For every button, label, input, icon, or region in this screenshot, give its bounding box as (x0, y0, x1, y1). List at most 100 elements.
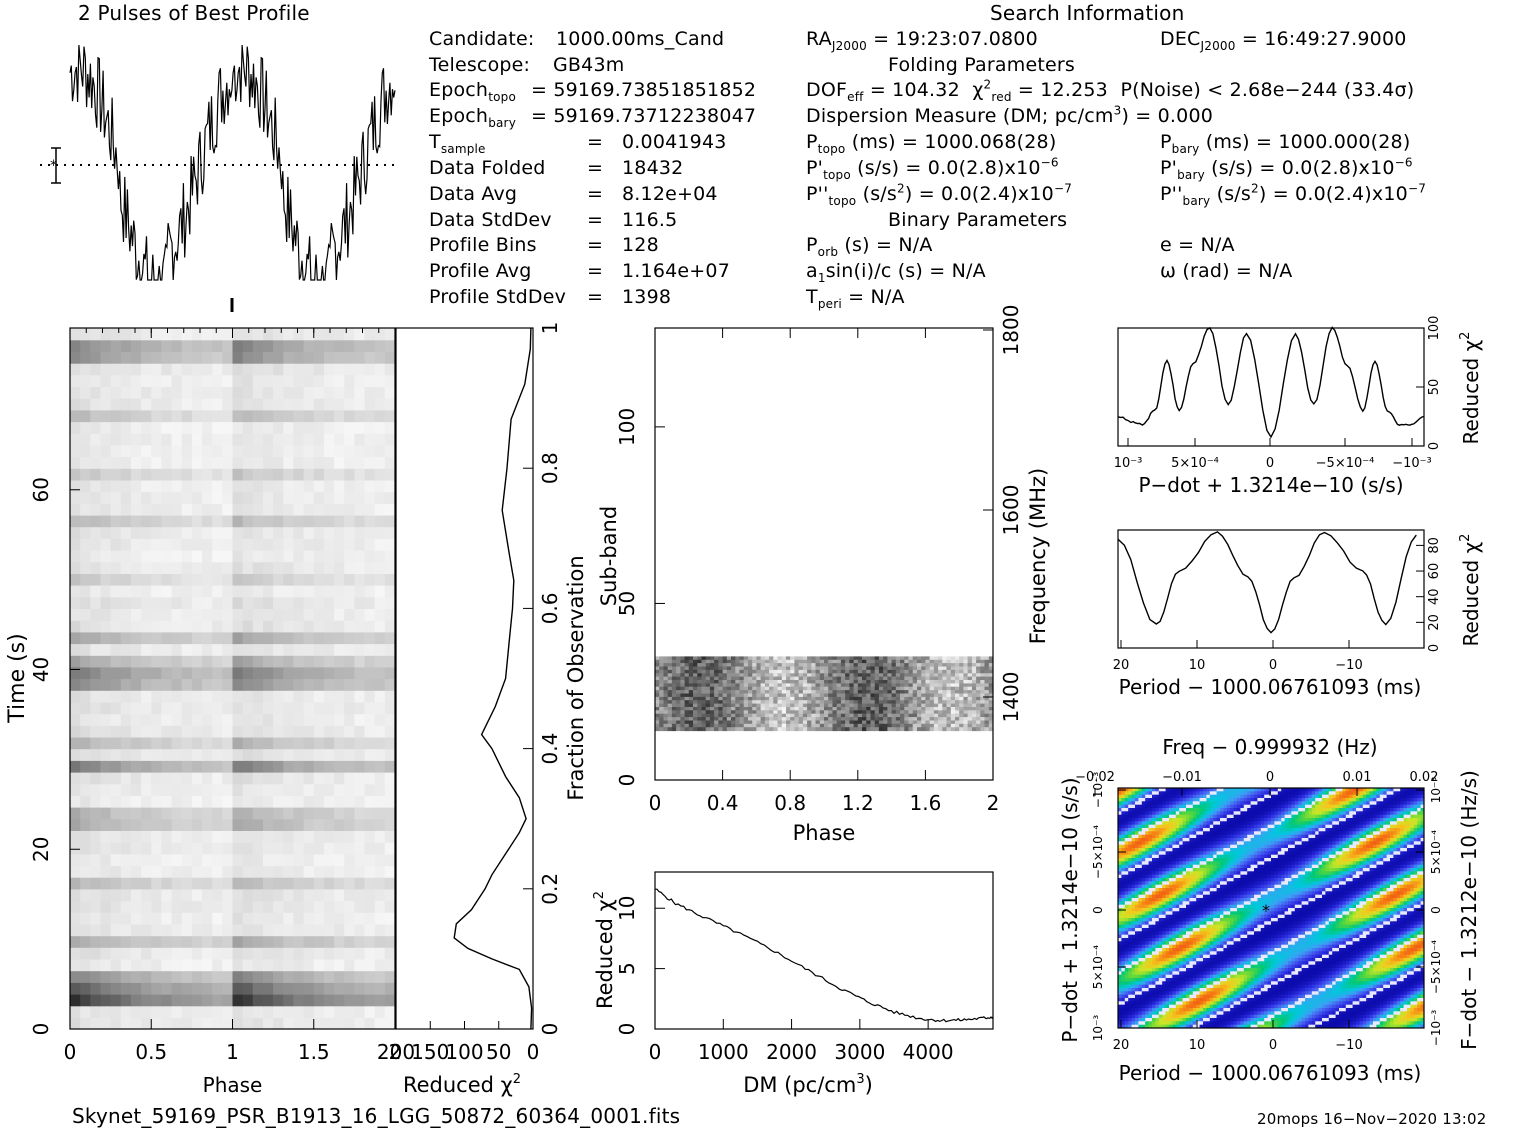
time-phase-cell (303, 468, 315, 481)
subband-cell (667, 690, 673, 694)
time-phase-cell (232, 409, 244, 423)
subband-cell (866, 663, 871, 667)
time-phase-cell (151, 982, 163, 995)
time-phase-cell (283, 328, 295, 341)
time-phase-cell (120, 374, 132, 387)
time-phase-cell (80, 491, 91, 504)
time-phase-cell (313, 491, 325, 504)
period_chi2-ytick-label: 20 (1427, 614, 1442, 631)
subband-cell (942, 727, 947, 732)
p-pdot-cell (1131, 798, 1136, 802)
time-phase-cell (100, 690, 112, 703)
p-pdot-cell (1301, 791, 1306, 795)
p-pdot-cell (1175, 804, 1180, 809)
p-pdot-cell (1362, 791, 1367, 795)
p-pdot-cell (1158, 818, 1163, 822)
time-phase-cell (313, 783, 325, 796)
subband-cell (781, 717, 787, 721)
p-pdot-cell (1226, 791, 1231, 795)
subband-cell (676, 666, 681, 671)
p-pdot-cell (1301, 814, 1306, 819)
time-phase-cell (191, 433, 203, 446)
subband-cell (807, 693, 812, 698)
subband-cell (883, 693, 888, 698)
subband-cell (709, 710, 715, 715)
candidate-info-label: Data Avg (429, 183, 518, 205)
subband-cell (933, 683, 939, 688)
subband-cell (777, 696, 783, 701)
subband-cell (773, 673, 778, 678)
subband-cell (874, 710, 880, 715)
p-pdot-cell (1277, 818, 1282, 822)
subband-cell (714, 669, 719, 674)
subband-cell (849, 673, 855, 678)
time-phase-cell (70, 374, 81, 387)
subband-cell (849, 676, 855, 681)
subband-cell (904, 673, 909, 678)
subband-cell (840, 710, 846, 715)
p-pdot-cell (1240, 821, 1245, 825)
subband-cell (718, 659, 724, 664)
p-pdot-cell (1396, 798, 1401, 802)
subband-cell (777, 680, 783, 684)
time-phase-cell (181, 374, 193, 387)
time-phase-cell (100, 339, 112, 352)
time-phase-cell (374, 666, 386, 680)
time-phase-cell (151, 795, 163, 808)
p-pdot-cell (1230, 824, 1234, 829)
subband-cell (866, 659, 871, 664)
time-phase-cell (80, 725, 91, 738)
time-phase-cell (161, 795, 173, 808)
subband-cell (862, 659, 867, 664)
period_chi2-ytick-label: 0 (1427, 644, 1442, 652)
subband-cell (840, 696, 846, 701)
p-pdot-cell (1305, 821, 1309, 825)
time-phase-cell (384, 596, 396, 609)
time-phase-cell (263, 877, 274, 890)
time-phase-cell (273, 807, 284, 820)
subband-cell (769, 676, 774, 681)
time-phase-cell (313, 795, 325, 808)
subband-cell (671, 717, 677, 721)
p-pdot-cell (1267, 804, 1272, 809)
subband-cell (752, 723, 757, 728)
time-phase-cell (384, 935, 396, 948)
time-phase-cell (313, 550, 325, 563)
time-phase-cell (110, 620, 122, 633)
time-phase-cell (171, 433, 183, 446)
subband-cell (756, 680, 762, 684)
time-phase-cell (120, 573, 132, 586)
time-phase-cell (130, 409, 142, 423)
p-pdot-cell (1315, 804, 1319, 809)
subband-cell (840, 686, 846, 691)
time-phase-cell (90, 877, 102, 890)
subband-cell (883, 686, 888, 691)
subband-cell (739, 669, 745, 674)
time-phase-cell (354, 409, 366, 423)
subband-cell (845, 683, 850, 688)
time-phase-cell (80, 760, 91, 773)
p-pdot-cell (1230, 821, 1234, 825)
p-pdot-cell (1301, 818, 1306, 822)
p-pdot-cell (1260, 804, 1265, 809)
time-phase-cell (303, 351, 315, 364)
time-phase-cell (364, 491, 376, 504)
subband-cell (726, 659, 732, 664)
p-pdot-cell (1339, 818, 1343, 822)
subband-cell (887, 663, 893, 667)
subband-cell (811, 690, 816, 694)
subband-cell (752, 663, 757, 667)
p-pdot-cell (1318, 808, 1323, 812)
subband-cell (705, 693, 711, 698)
subband-cell (933, 666, 939, 671)
time-phase-cell (212, 351, 223, 364)
time-phase-cell (70, 958, 81, 972)
time-phase-cell (202, 363, 213, 376)
time-phase-cell (161, 678, 173, 691)
time-phase-cell (293, 994, 305, 1007)
time-phase-cell (374, 409, 386, 423)
time-phase-cell (80, 608, 91, 621)
p-pdot-cell (1396, 804, 1401, 809)
time-phase-cell (263, 655, 274, 668)
time-phase-cell (110, 351, 122, 364)
